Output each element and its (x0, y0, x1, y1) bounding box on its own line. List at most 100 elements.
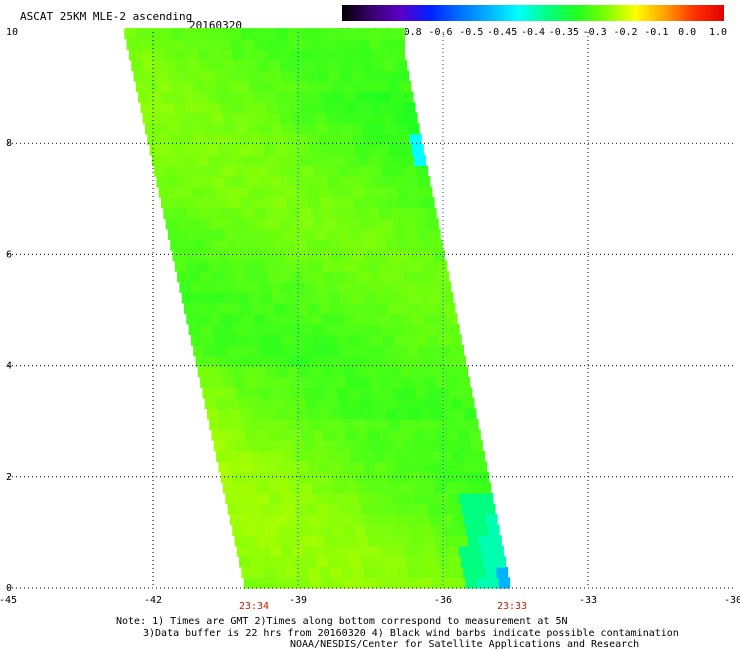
swath-cell (252, 566, 265, 579)
swath-cell (244, 323, 257, 336)
swath-cell (430, 461, 443, 473)
swath-cell (376, 80, 389, 93)
swath-cell (428, 228, 441, 240)
swath-cell (236, 545, 249, 557)
swath-cell (281, 176, 294, 188)
swath-cell (224, 228, 237, 240)
swath-cell (269, 334, 282, 346)
swath-cell (285, 408, 298, 420)
swath-cell (277, 102, 290, 114)
swath-cell (197, 49, 210, 61)
swath-cell (216, 450, 228, 462)
swath-cell (369, 28, 382, 40)
swath-cell (230, 38, 243, 50)
swath-cell (418, 176, 431, 188)
swath-cell (211, 429, 224, 441)
swath-cells (124, 28, 511, 589)
swath-cell (303, 387, 316, 399)
swath-cell (128, 49, 141, 61)
swath-cell (403, 271, 416, 283)
swath-cell (285, 250, 298, 262)
swath-cell (361, 397, 374, 409)
swath-cell (357, 102, 370, 114)
swath-cell (288, 260, 300, 272)
swath-cell (156, 176, 169, 188)
swath-cell (374, 461, 387, 473)
swath-cell (298, 419, 311, 431)
colorbar-tick-label: -0.2 (613, 27, 637, 38)
swath-cell (326, 334, 338, 346)
swath-cell (248, 70, 261, 82)
swath-cell (188, 323, 201, 336)
swath-cell (165, 165, 178, 177)
swath-cell (413, 429, 425, 441)
swath-cell (335, 271, 348, 283)
swath-cell (375, 133, 388, 145)
swath-cell (300, 154, 312, 167)
swath-cell (475, 461, 488, 473)
swath-cell (261, 556, 273, 568)
swath-cell (323, 535, 336, 547)
swath-cell (195, 250, 208, 262)
swath-cell (350, 123, 363, 135)
swath-cell (383, 228, 396, 240)
swath-cell (390, 429, 403, 441)
swath-cell (346, 38, 359, 50)
swath-cell (229, 28, 242, 40)
swath-cell (276, 419, 289, 431)
swath-cell (395, 345, 408, 357)
swath-cell (470, 545, 482, 557)
swath-cell (217, 250, 230, 262)
swath-cell (242, 419, 255, 431)
swath-cell (485, 566, 497, 579)
swath-cell (285, 461, 298, 473)
swath-cell (352, 186, 365, 198)
swath-cell (282, 123, 294, 135)
swath-cell (354, 471, 367, 483)
swath-cell (274, 355, 286, 367)
swath-cell (207, 408, 219, 420)
swath-cell (407, 292, 420, 304)
swath-cell (467, 535, 480, 547)
swath-cell (204, 345, 217, 357)
swath-cell (292, 228, 305, 240)
swath-cell (454, 577, 466, 589)
swath-cell (426, 218, 439, 230)
swath-cell (238, 80, 251, 93)
swath-cell (151, 154, 164, 167)
swath-cell (367, 535, 380, 547)
y-tick-label: 4 (6, 361, 12, 372)
swath-cell (424, 207, 437, 219)
swath-cell (312, 535, 324, 547)
swath-cell (147, 80, 160, 93)
swath-cell (350, 345, 363, 357)
swath-cell (222, 376, 235, 388)
swath-cell (265, 419, 277, 431)
swath-cell (306, 186, 319, 198)
swath-cell (233, 323, 246, 336)
swath-cell (401, 91, 414, 103)
swath-cell (401, 260, 414, 272)
swath-cell (430, 292, 443, 304)
swath-cell (406, 228, 418, 240)
swath-cell (147, 133, 160, 145)
swath-cell (421, 577, 433, 589)
swath-cell (199, 112, 212, 124)
swath-cell (469, 429, 481, 441)
swath-cell (417, 450, 430, 462)
swath-cell (296, 461, 309, 473)
swath-cell (256, 323, 269, 336)
swath-cell (417, 397, 430, 409)
swath-cell (241, 28, 254, 40)
swath-cell (298, 366, 311, 378)
swath-cell (337, 59, 350, 71)
swath-cell (330, 514, 342, 526)
swath-cell (382, 334, 395, 346)
swath-cell (393, 387, 405, 399)
swath-cell (186, 207, 199, 219)
swath-cell (325, 387, 338, 399)
swath-cell (288, 577, 300, 589)
swath-cell (383, 450, 396, 462)
swath-cell (294, 503, 307, 515)
swath-cell (284, 133, 297, 145)
